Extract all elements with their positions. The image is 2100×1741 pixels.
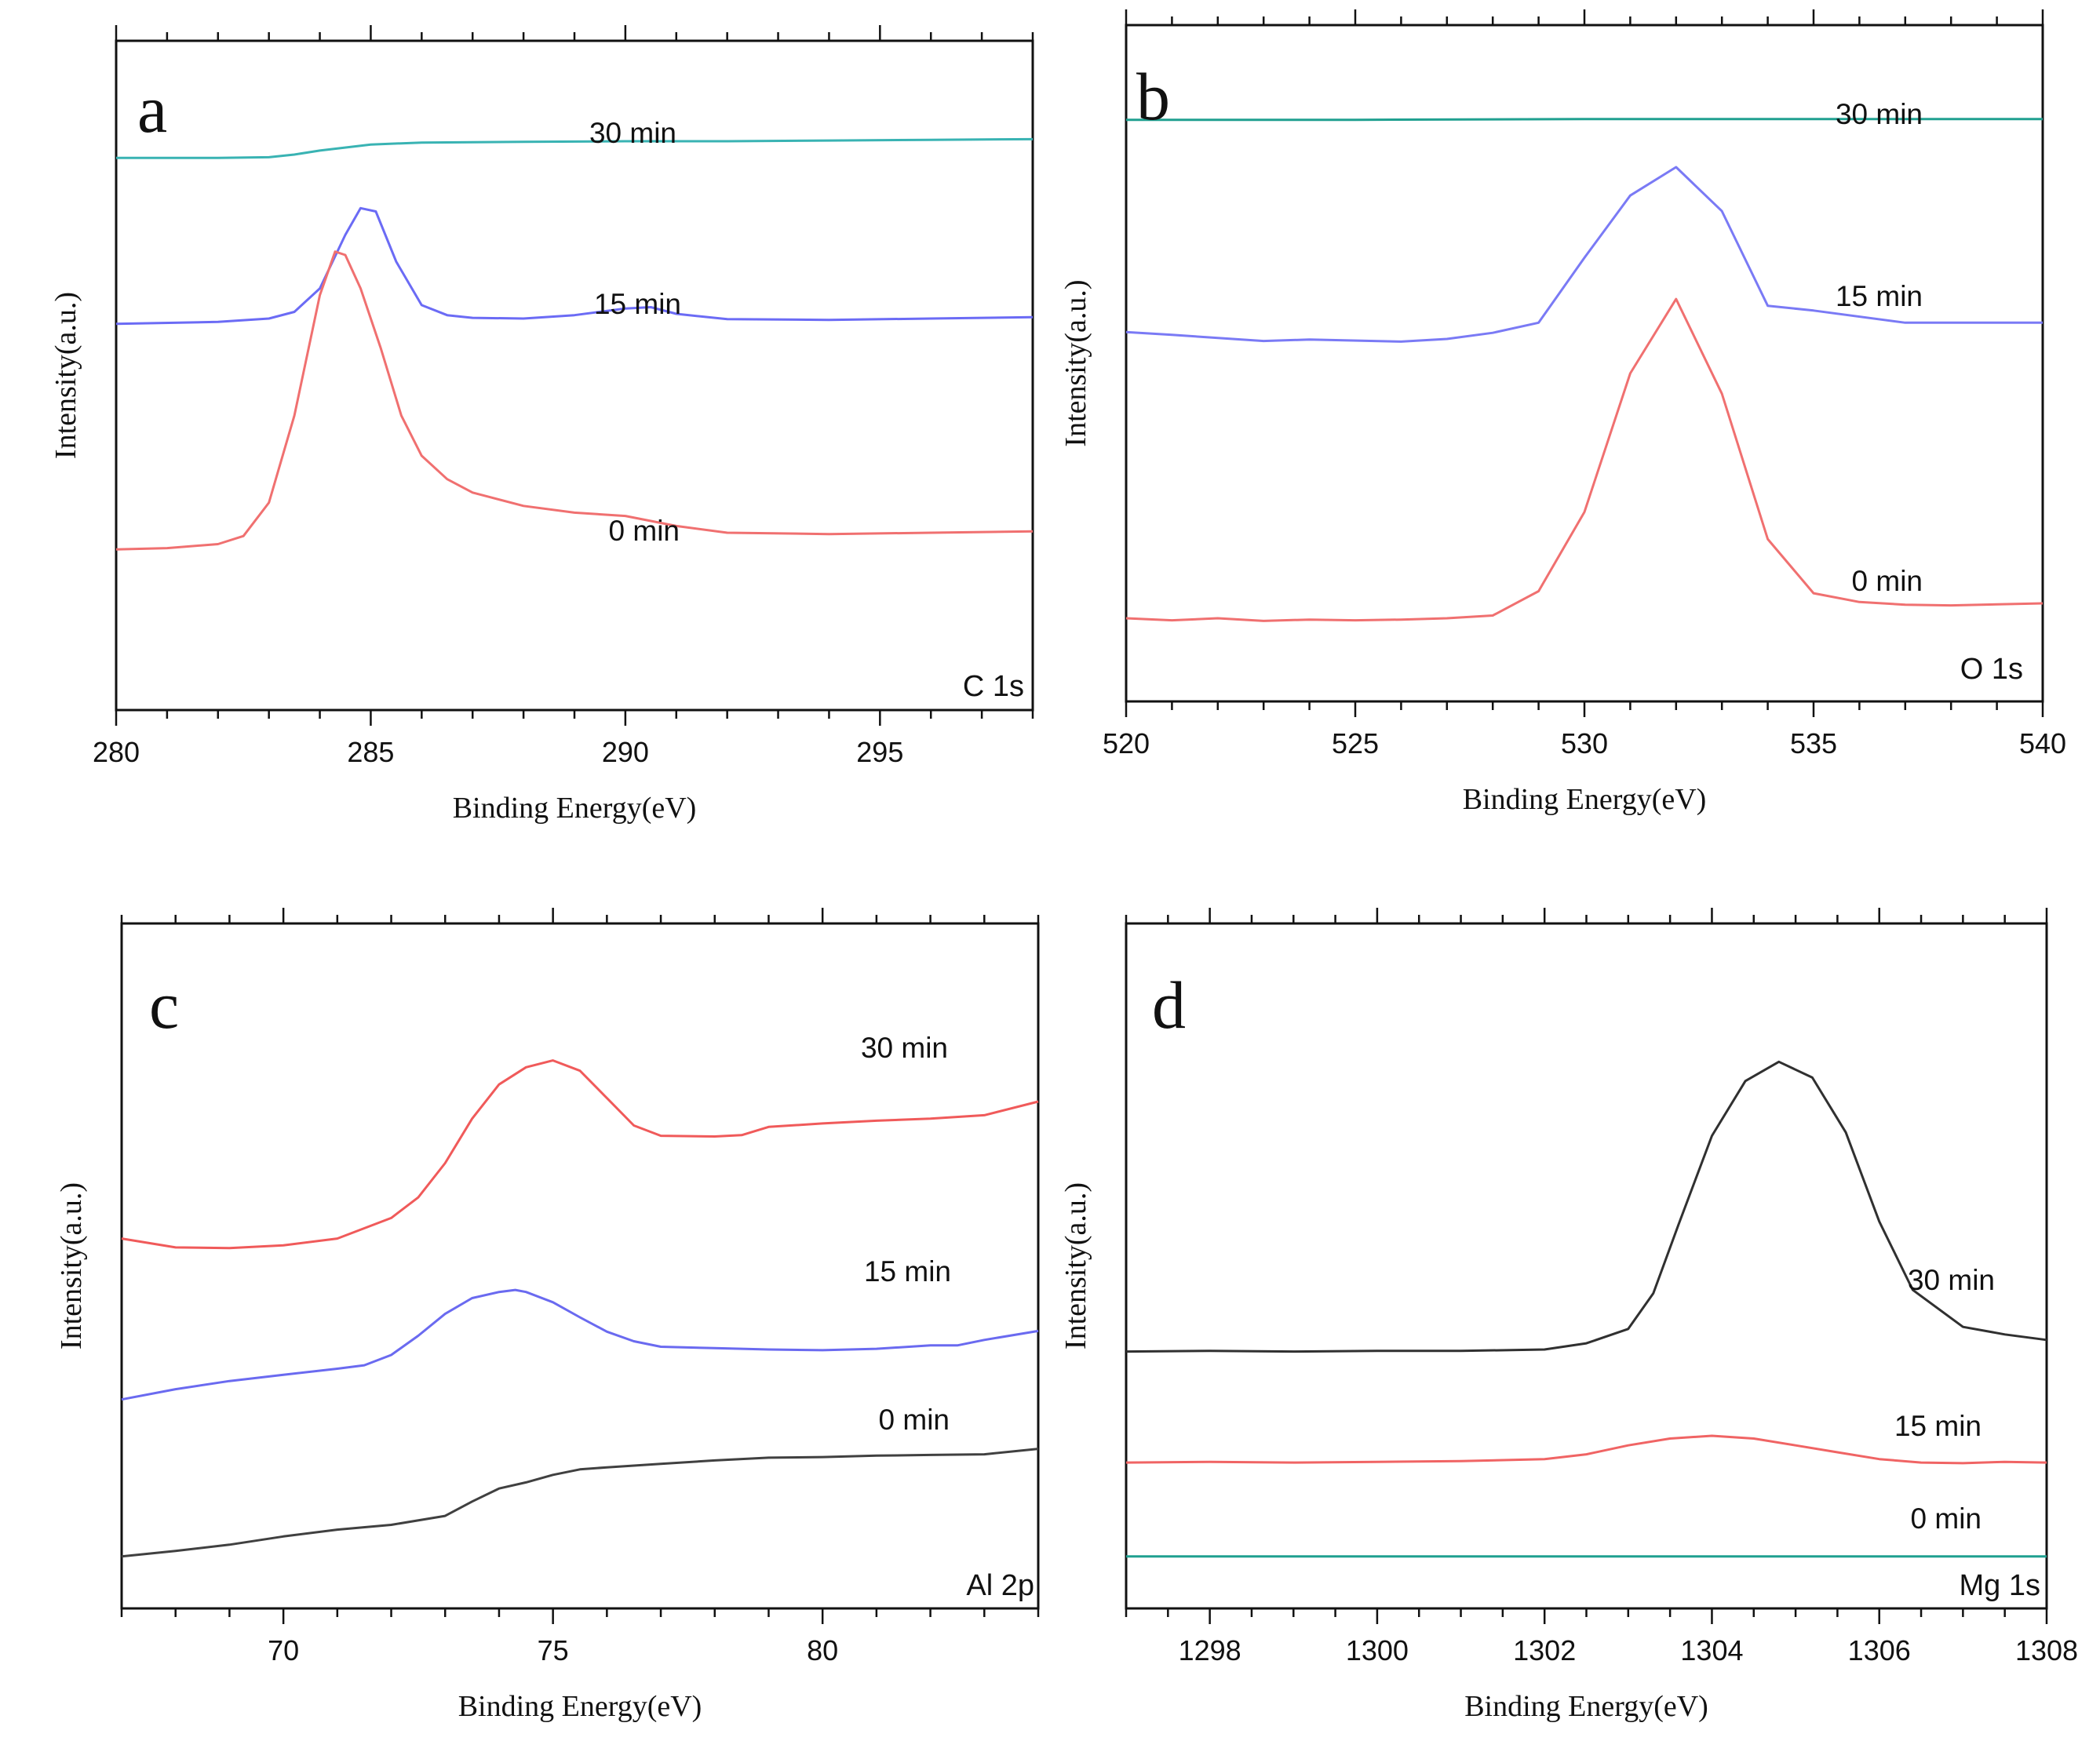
panel-d-series-label: 30 min bbox=[1908, 1264, 1995, 1296]
panel-b-element-label: O 1s bbox=[1960, 653, 2023, 686]
panel-b-x-tick-label: 535 bbox=[1790, 727, 1837, 759]
panel-b: 520 525 530 535 540 Binding Energy(eV) Intensi… bbox=[1059, 9, 2066, 816]
panel-b-series-label: 0 min bbox=[1852, 565, 1923, 597]
panel-a-series-line-0-min bbox=[115, 250, 1034, 551]
panel-a-series-line-30-min bbox=[116, 137, 1034, 159]
panel-c-series-line-0-min bbox=[121, 1448, 1039, 1558]
panel-c-x-tick-label: 70 bbox=[268, 1634, 299, 1666]
panel-c-series-line-30-min bbox=[121, 1059, 1039, 1250]
panel-a: 280 285 290 295 Binding Energy(eV) Intensity(… bbox=[49, 25, 1034, 825]
panel-d: 1298 1300 1302 1304 1306 1308 Binding Energy(e… bbox=[1059, 908, 2078, 1723]
panel-d-y-axis-title: Intensity(a.u.) bbox=[1059, 1182, 1092, 1349]
panel-a-y-axis-title: Intensity(a.u.) bbox=[49, 292, 82, 459]
panel-d-x-axis-title: Binding Energy(eV) bbox=[1464, 1690, 1708, 1723]
panel-b-series-label: 30 min bbox=[1836, 98, 1923, 130]
panel-d-element-label: Mg 1s bbox=[1960, 1569, 2040, 1602]
panel-c-plot-frame bbox=[120, 922, 1040, 1610]
panel-a-letter: a bbox=[137, 71, 167, 147]
panel-d-series-label: 0 min bbox=[1911, 1502, 1982, 1535]
panel-d-x-tick-label: 1300 bbox=[1346, 1634, 1409, 1666]
panel-d-letter: d bbox=[1152, 967, 1186, 1043]
panel-a-x-tick-label: 280 bbox=[93, 736, 140, 768]
panel-b-series-line-30-min bbox=[1126, 118, 2043, 122]
panel-b-x-tick-label: 525 bbox=[1332, 727, 1379, 759]
panel-a-element-label: C 1s bbox=[963, 670, 1024, 703]
panel-d-x-tick-label: 1304 bbox=[1680, 1634, 1743, 1666]
panel-c-x-axis-title: Binding Energy(eV) bbox=[458, 1690, 702, 1723]
panel-d-series-label: 15 min bbox=[1894, 1410, 1982, 1442]
panel-b-x-axis-title: Binding Energy(eV) bbox=[1463, 783, 1707, 816]
panel-c-y-axis-title: Intensity(a.u.) bbox=[55, 1182, 88, 1349]
panel-a-x-axis-title: Binding Energy(eV) bbox=[453, 792, 697, 825]
panel-c-element-label: Al 2p bbox=[966, 1569, 1034, 1602]
panel-d-x-tick-label: 1306 bbox=[1848, 1634, 1911, 1666]
panel-c-series-label: 0 min bbox=[879, 1404, 950, 1436]
panel-b-series-line-15-min bbox=[1125, 166, 2043, 343]
panel-b-x-tick-label: 540 bbox=[2019, 727, 2066, 759]
panel-b-letter: b bbox=[1136, 59, 1170, 134]
panel-d-x-tick-label: 1298 bbox=[1179, 1634, 1241, 1666]
panel-b-x-tick-label: 530 bbox=[1561, 727, 1608, 759]
panel-a-series-label: 0 min bbox=[609, 515, 680, 547]
panel-a-x-tick-label: 290 bbox=[602, 736, 649, 768]
panel-c-letter: c bbox=[149, 967, 179, 1043]
panel-b-x-tick-label: 520 bbox=[1103, 727, 1150, 759]
panel-b-series-label: 15 min bbox=[1836, 280, 1923, 312]
panel-d-series-line-30-min bbox=[1125, 1060, 2047, 1353]
panel-c-x-tick-label: 75 bbox=[538, 1634, 569, 1666]
panel-a-x-tick-label: 285 bbox=[347, 736, 394, 768]
panel-d-series-line-15-min bbox=[1125, 1434, 2047, 1465]
panel-c-series-label: 30 min bbox=[861, 1032, 948, 1064]
panel-c: 70 75 80 Binding Energy(eV) Intensity(a.u.) 3… bbox=[55, 908, 1040, 1723]
panel-a-series-label: 15 min bbox=[594, 288, 681, 320]
panel-a-series-label: 30 min bbox=[589, 117, 676, 149]
panel-d-x-tick-label: 1302 bbox=[1513, 1634, 1576, 1666]
panel-c-series-label: 15 min bbox=[864, 1255, 951, 1288]
panel-b-series-line-0-min bbox=[1125, 297, 2043, 622]
panel-a-series-line-15-min bbox=[115, 206, 1034, 326]
panel-c-series-line-15-min bbox=[121, 1288, 1039, 1401]
panel-d-x-tick-label: 1308 bbox=[2015, 1634, 2078, 1666]
panel-c-x-tick-label: 80 bbox=[807, 1634, 838, 1666]
panel-b-y-axis-title: Intensity(a.u.) bbox=[1059, 279, 1092, 446]
panel-a-x-tick-label: 295 bbox=[856, 736, 903, 768]
